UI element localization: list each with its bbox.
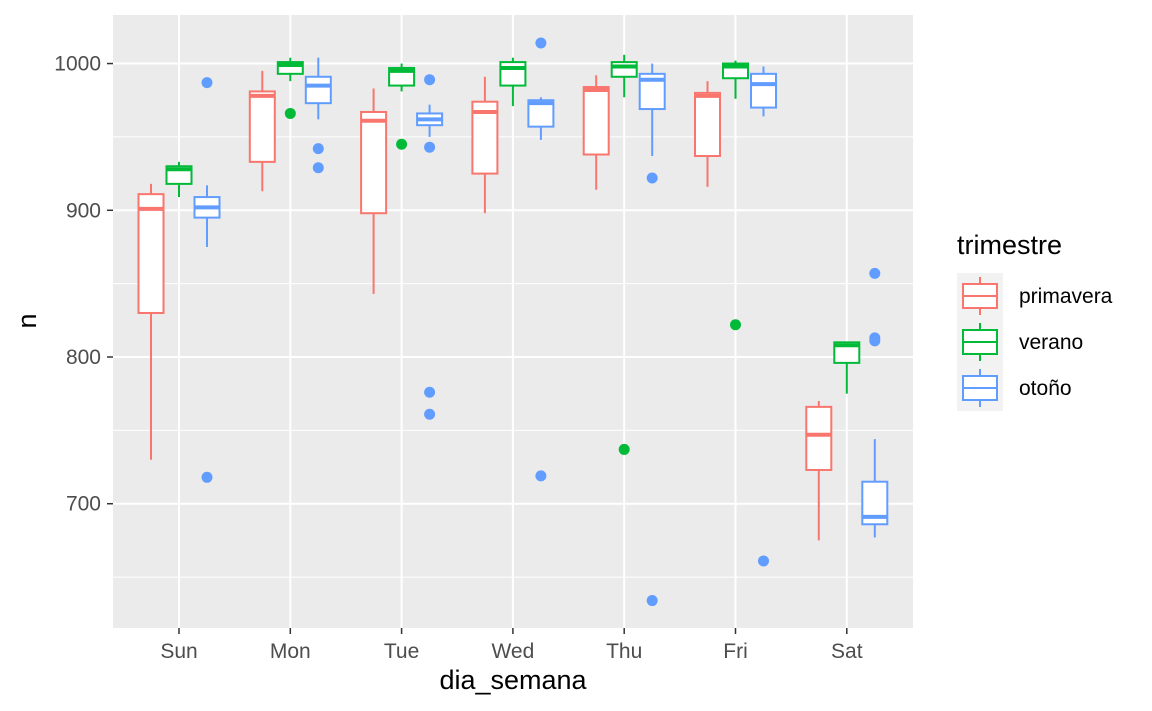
x-tick-label: Thu xyxy=(606,640,642,663)
legend-title: trimestre xyxy=(957,230,1062,260)
outlier-point xyxy=(535,470,547,482)
box-primavera-Tue xyxy=(360,88,388,294)
y-tick-label: 1000 xyxy=(54,53,101,76)
box-otoño-Fri xyxy=(750,66,777,567)
box-iqr xyxy=(360,110,388,215)
outlier-point xyxy=(646,595,658,607)
box-otoño-Sun xyxy=(193,77,221,483)
box-iqr xyxy=(248,90,276,163)
series-otoño xyxy=(193,37,889,607)
outlier-point xyxy=(312,162,324,174)
outlier-point xyxy=(284,107,296,119)
box-verano-Fri xyxy=(722,60,749,331)
outlier-point xyxy=(758,555,769,567)
x-tick-label: Sat xyxy=(831,640,863,663)
x-tick-label: Fri xyxy=(723,640,748,663)
box-iqr xyxy=(582,86,610,156)
box-iqr xyxy=(304,75,332,105)
y-tick-label: 700 xyxy=(66,493,101,516)
legend-keys: primavera verano otoño xyxy=(957,273,1113,411)
series-verano xyxy=(165,54,861,455)
outlier-point xyxy=(424,386,436,398)
outlier-point xyxy=(424,141,436,153)
box-verano-Wed xyxy=(499,57,527,107)
outlier-point xyxy=(869,335,881,347)
box-primavera-Mon xyxy=(248,70,276,192)
y-tick-label: 900 xyxy=(66,199,101,222)
outlier-point xyxy=(312,143,324,155)
y-axis-title: n xyxy=(12,313,42,328)
x-tick-label: Mon xyxy=(270,640,311,663)
box-iqr xyxy=(276,61,304,75)
outlier-point xyxy=(424,74,436,86)
legend-key-otoño: otoño xyxy=(957,365,1072,411)
outlier-point xyxy=(618,443,630,455)
outlier-point xyxy=(869,267,881,279)
outlier-point xyxy=(424,408,436,420)
legend-key-verano: verano xyxy=(957,319,1083,365)
boxplot-series xyxy=(137,37,889,607)
box-iqr xyxy=(137,193,165,314)
outlier-point xyxy=(730,319,741,331)
outlier-point xyxy=(646,172,658,184)
series-primavera xyxy=(137,70,833,541)
box-iqr xyxy=(833,341,861,364)
x-tick-label: Wed xyxy=(491,640,534,663)
box-otoño-Tue xyxy=(416,74,444,420)
x-tick-label: Sun xyxy=(160,640,197,663)
x-tick-label: Tue xyxy=(384,640,419,663)
box-verano-Tue xyxy=(388,63,416,150)
legend-label: otoño xyxy=(1019,377,1072,400)
legend-label: primavera xyxy=(1019,285,1113,308)
box-verano-Mon xyxy=(276,57,304,119)
outlier-point xyxy=(201,471,213,483)
legend: trimestre primavera verano otoño xyxy=(957,230,1113,411)
box-verano-Sat xyxy=(833,341,861,394)
box-primavera-Sun xyxy=(137,183,165,460)
y-axis: 700 800 900 1000 xyxy=(54,53,113,516)
outlier-point xyxy=(201,77,213,89)
legend-label: verano xyxy=(1019,331,1083,354)
x-axis-title: dia_semana xyxy=(439,665,587,695)
box-primavera-Fri xyxy=(694,81,721,187)
box-iqr xyxy=(499,61,527,87)
box-otoño-Thu xyxy=(638,63,666,607)
legend-key-primavera: primavera xyxy=(957,273,1113,319)
box-iqr xyxy=(694,91,721,157)
box-iqr xyxy=(610,61,638,78)
outlier-point xyxy=(396,138,408,150)
box-iqr xyxy=(750,72,777,109)
box-primavera-Wed xyxy=(471,76,499,214)
box-otoño-Sat xyxy=(861,267,889,538)
y-tick-label: 800 xyxy=(66,346,101,369)
box-iqr xyxy=(805,405,833,471)
box-verano-Sun xyxy=(165,161,193,198)
outlier-point xyxy=(535,37,547,49)
box-primavera-Thu xyxy=(582,75,610,190)
box-primavera-Sat xyxy=(805,401,833,541)
x-axis: Sun Mon Tue Wed Thu Fri Sat xyxy=(160,628,863,663)
box-verano-Thu xyxy=(610,54,638,455)
box-otoño-Mon xyxy=(304,57,332,174)
box-otoño-Wed xyxy=(527,37,555,482)
